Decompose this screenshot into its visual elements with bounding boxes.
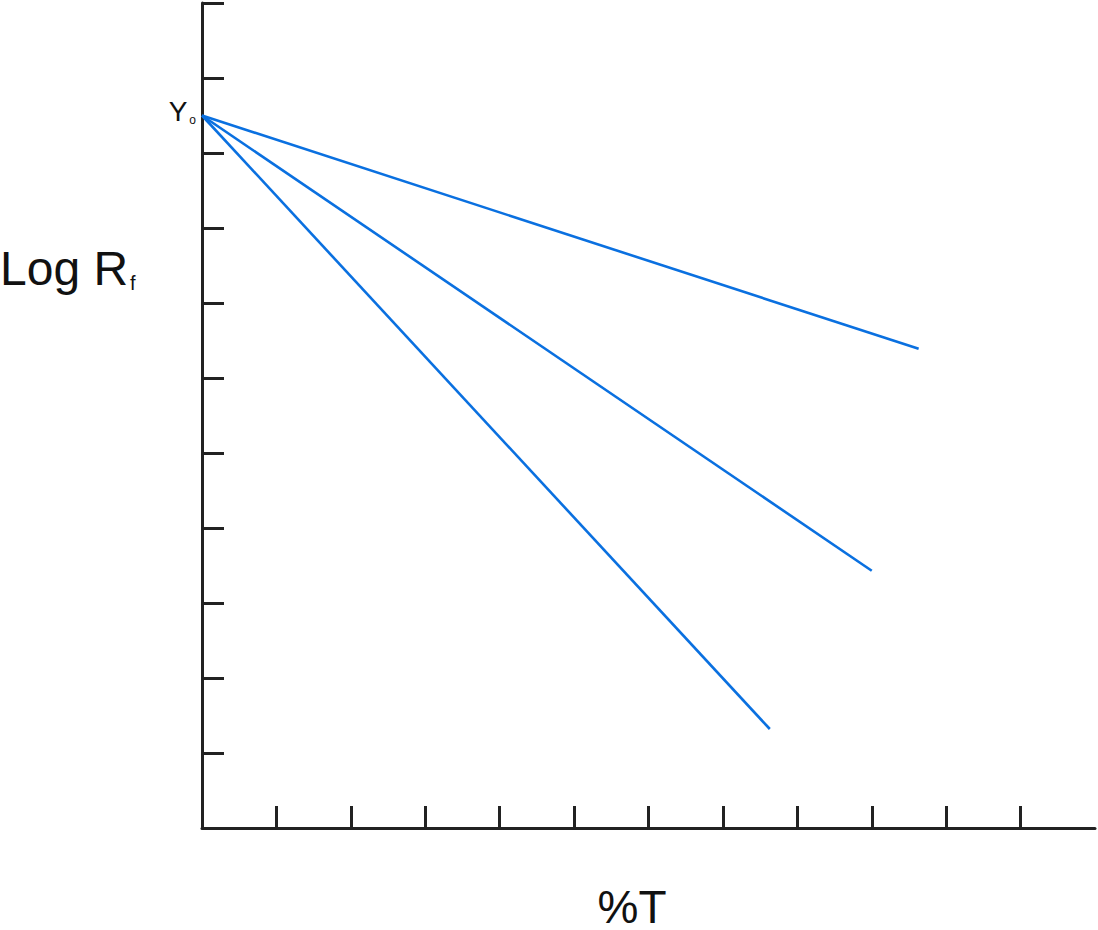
svg-text:Y: Y [169, 96, 188, 127]
svg-text:Log R: Log R [0, 242, 128, 295]
svg-text:%T: %T [598, 881, 667, 930]
svg-text:f: f [130, 272, 136, 294]
svg-text:o: o [189, 113, 196, 127]
